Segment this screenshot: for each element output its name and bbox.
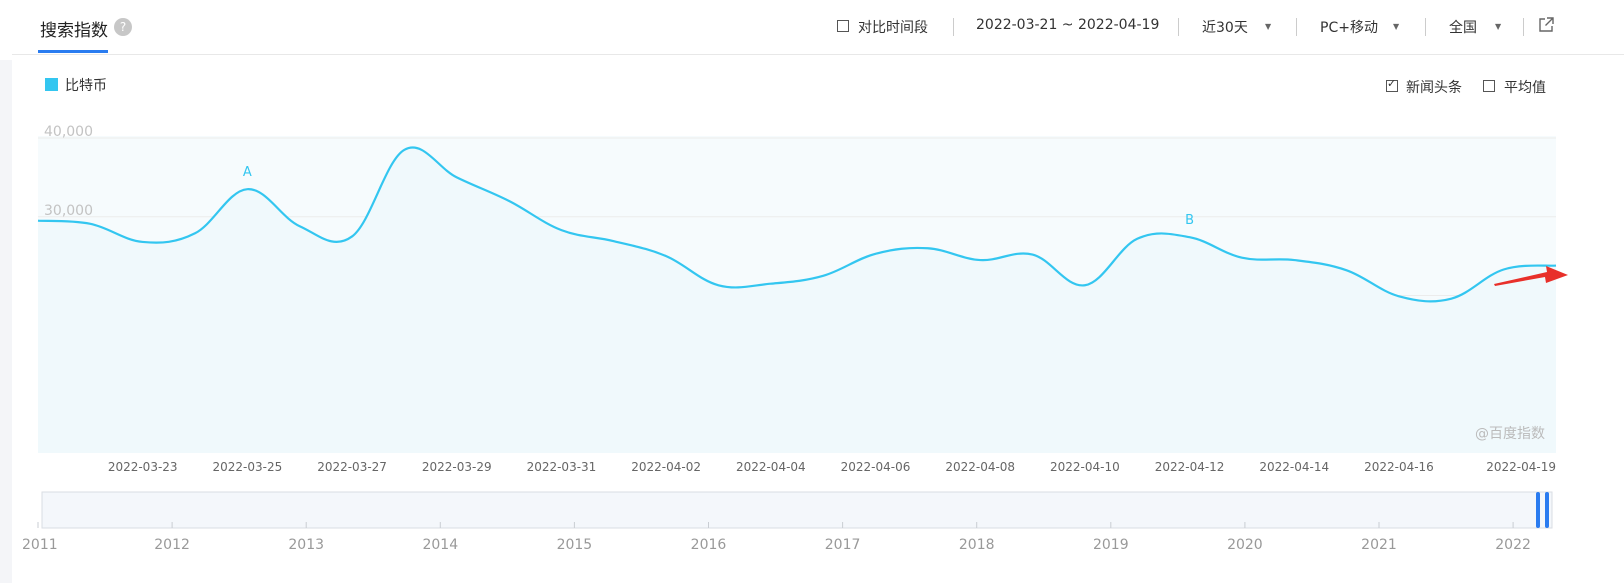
divider — [1178, 18, 1179, 36]
overview-slider[interactable]: 2011 2012 2013 2014 2015 2016 2017 2018 2019 2020… — [22, 491, 1553, 553]
overview-year-label: 2021 — [1361, 537, 1397, 553]
overview-year-label: 2012 — [154, 537, 190, 553]
x-axis: 2022-03-23 2022-03-25 2022-03-27 2022-03-29… — [108, 460, 1556, 474]
x-tick-label: 2022-03-29 — [422, 460, 492, 474]
x-tick-label: 2022-03-31 — [527, 460, 597, 474]
divider — [953, 18, 954, 36]
left-gutter — [0, 60, 12, 583]
x-tick-label: 2022-03-27 — [317, 460, 387, 474]
x-tick-label: 2022-04-19 — [1486, 460, 1556, 474]
divider — [1523, 18, 1524, 36]
active-tab-indicator — [38, 50, 108, 53]
series-area — [38, 147, 1556, 453]
x-tick-label: 2022-04-12 — [1155, 460, 1225, 474]
chevron-down-icon[interactable]: ▼ — [1265, 22, 1272, 31]
compare-label[interactable]: 对比时间段 — [858, 20, 928, 36]
overview-year-label: 2011 — [22, 537, 58, 553]
overview-year-label: 2018 — [959, 537, 995, 553]
annotation-label: A — [243, 165, 252, 180]
watermark: @百度指数 — [1475, 426, 1545, 442]
overview-year-label: 2022 — [1495, 537, 1531, 553]
divider — [1296, 18, 1297, 36]
device-select[interactable]: PC+移动 — [1320, 20, 1378, 36]
y-tick-label: 30,000 — [44, 203, 93, 219]
overview-year-label: 2013 — [288, 537, 324, 553]
overview-handle[interactable] — [1536, 492, 1540, 528]
legend-swatch — [45, 78, 58, 91]
red-arrow — [1494, 266, 1568, 286]
divider — [1425, 18, 1426, 36]
x-tick-label: 2022-04-14 — [1259, 460, 1329, 474]
series-line — [37, 146, 1557, 303]
compare-checkbox[interactable] — [837, 20, 849, 32]
legend-label: 比特币 — [65, 78, 107, 94]
overview-year-label: 2016 — [691, 537, 727, 553]
news-label[interactable]: 新闻头条 — [1406, 80, 1462, 96]
overview-year-label: 2017 — [825, 537, 861, 553]
x-tick-label: 2022-04-02 — [631, 460, 701, 474]
x-tick-label: 2022-04-04 — [736, 460, 806, 474]
chevron-down-icon[interactable]: ▼ — [1495, 22, 1502, 31]
date-range[interactable]: 2022-03-21 ~ 2022-04-19 — [976, 17, 1160, 33]
overview-track — [41, 491, 1553, 529]
page-title: 搜索指数 — [40, 21, 108, 41]
annotations: AB — [243, 165, 1194, 228]
overview-year-label: 2014 — [422, 537, 458, 553]
overview-handle[interactable] — [1545, 492, 1549, 528]
x-tick-label: 2022-04-10 — [1050, 460, 1120, 474]
x-tick-label: 2022-03-25 — [213, 460, 283, 474]
x-tick-label: 2022-04-08 — [945, 460, 1015, 474]
chevron-down-icon[interactable]: ▼ — [1393, 22, 1400, 31]
annotation-label: B — [1185, 213, 1194, 228]
period-select[interactable]: 近30天 — [1202, 20, 1248, 36]
x-tick-label: 2022-04-16 — [1364, 460, 1434, 474]
overview-year-label: 2015 — [557, 537, 593, 553]
help-icon[interactable]: ? — [114, 18, 132, 36]
news-checkbox[interactable] — [1386, 77, 1398, 92]
average-label[interactable]: 平均值 — [1504, 80, 1546, 96]
overview-year-label: 2019 — [1093, 537, 1129, 553]
x-tick-label: 2022-03-23 — [108, 460, 178, 474]
y-tick-label: 40,000 — [44, 124, 93, 140]
export-icon[interactable] — [1537, 16, 1555, 34]
average-checkbox[interactable] — [1483, 80, 1495, 92]
x-tick-label: 2022-04-06 — [841, 460, 911, 474]
region-select[interactable]: 全国 — [1449, 20, 1477, 36]
header-bar — [12, 0, 1624, 55]
overview-year-label: 2020 — [1227, 537, 1263, 553]
